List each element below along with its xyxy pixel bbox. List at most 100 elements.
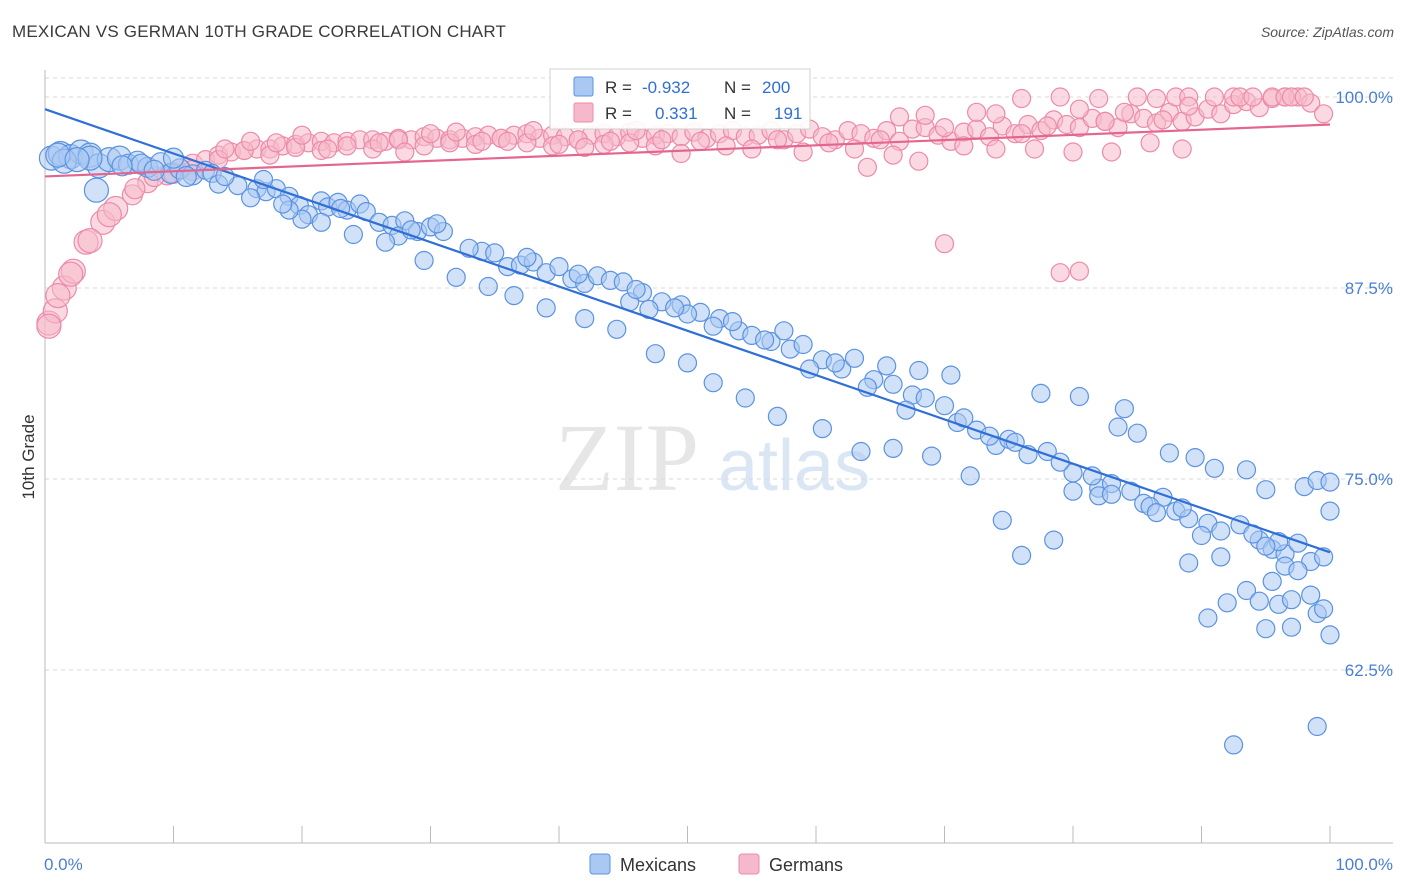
mexicans-point bbox=[241, 188, 261, 208]
germans-point bbox=[266, 133, 286, 153]
germans-point bbox=[575, 137, 595, 157]
mexicans-point bbox=[1313, 599, 1334, 619]
germans-point bbox=[954, 136, 974, 156]
gridlines bbox=[45, 77, 1393, 671]
germans-point bbox=[767, 130, 788, 150]
germans-point bbox=[395, 142, 415, 162]
mexicans-point bbox=[1320, 625, 1340, 645]
germans-point bbox=[498, 131, 518, 151]
legend-swatch-mexicans bbox=[573, 76, 594, 97]
mexicans-point bbox=[414, 250, 434, 271]
germans-point bbox=[472, 131, 492, 151]
y-tick-labels: 62.5% 75.0% 87.5% 100.0% bbox=[1335, 88, 1393, 680]
mexicans-point bbox=[979, 426, 1000, 446]
mexicans-point bbox=[960, 466, 980, 486]
germans-point bbox=[1243, 87, 1263, 107]
germans-point bbox=[215, 139, 235, 159]
mexicans-point bbox=[1108, 417, 1128, 437]
mexicans-point bbox=[1011, 545, 1032, 566]
mexicans-point bbox=[549, 257, 569, 277]
mexicans-point bbox=[921, 446, 942, 466]
mexicans-point bbox=[1288, 561, 1308, 581]
mexicans-point bbox=[1281, 590, 1302, 610]
mexicans-point bbox=[111, 155, 133, 177]
germans-point bbox=[124, 178, 146, 200]
mexicans-point bbox=[941, 365, 961, 385]
germans-point bbox=[1063, 142, 1083, 162]
mexicans-point bbox=[812, 419, 833, 439]
y-tick-label: 75.0% bbox=[1345, 470, 1393, 489]
germans-point bbox=[1313, 104, 1334, 124]
germans-point bbox=[889, 107, 910, 127]
germans-point bbox=[1172, 139, 1192, 159]
mexicans-point bbox=[915, 388, 935, 408]
mexicans-point bbox=[607, 319, 627, 339]
mexicans-point bbox=[677, 353, 698, 373]
mexicans-point bbox=[1236, 580, 1257, 601]
germans-point bbox=[819, 133, 839, 153]
germans-point bbox=[77, 228, 103, 254]
mexicans-point bbox=[1159, 443, 1180, 463]
mexicans-point bbox=[575, 309, 595, 329]
germans-point bbox=[600, 131, 621, 151]
y-tick-label: 100.0% bbox=[1335, 88, 1393, 107]
bottom-legend-label-mexicans: Mexicans bbox=[620, 855, 696, 875]
legend-r-label-1: R = bbox=[605, 78, 632, 97]
germans-point bbox=[986, 139, 1006, 159]
mexicans-point bbox=[1281, 617, 1302, 637]
mexicans-point bbox=[1217, 593, 1237, 613]
bottom-legend-swatch-germans bbox=[738, 853, 760, 875]
mexicans-point bbox=[626, 279, 646, 300]
germans-point bbox=[690, 131, 711, 151]
germans-point bbox=[966, 102, 987, 122]
germans-point bbox=[793, 142, 813, 162]
mexicans-point bbox=[1249, 591, 1269, 611]
source-label: Source: ZipAtlas.com bbox=[1260, 24, 1394, 40]
y-axis-label: 10th Grade bbox=[19, 414, 38, 499]
germans-point bbox=[1089, 88, 1109, 109]
germans-point bbox=[1146, 88, 1167, 109]
germans-point bbox=[915, 105, 935, 125]
germans-point bbox=[1037, 116, 1057, 136]
x-tick-label-max: 100.0% bbox=[1335, 855, 1393, 874]
mexicans-point bbox=[825, 353, 845, 373]
germans-point bbox=[1153, 110, 1173, 130]
germans-point bbox=[420, 124, 441, 144]
mexicans-point bbox=[1127, 423, 1147, 443]
mexicans-point bbox=[1256, 536, 1276, 556]
watermark-atlas: atlas bbox=[718, 426, 870, 506]
trendline-germans bbox=[44, 123, 1331, 178]
germans-point bbox=[1204, 87, 1225, 107]
germans-point bbox=[1050, 87, 1070, 107]
germans-point bbox=[1127, 87, 1147, 107]
mexicans-point bbox=[703, 373, 723, 393]
stats-legend-box: R = -0.932 N = 200 R = 0.331 N = 191 bbox=[549, 68, 811, 130]
mexicans-point bbox=[478, 276, 498, 297]
bottom-legend-label-germans: Germans bbox=[769, 855, 843, 875]
mexicans-point bbox=[536, 298, 556, 318]
trendline-mexicans bbox=[44, 108, 1331, 554]
mexicans-point bbox=[1101, 484, 1122, 504]
legend-r-value-1: -0.932 bbox=[642, 78, 690, 97]
germans-point bbox=[523, 121, 543, 141]
mexicans-point bbox=[793, 334, 813, 355]
mexicans-point bbox=[427, 214, 447, 234]
mexicans-point bbox=[774, 321, 794, 341]
mexicans-point bbox=[446, 267, 466, 287]
germans-point bbox=[883, 145, 903, 165]
x-axis-ticks bbox=[44, 826, 1331, 843]
germans-point bbox=[549, 134, 569, 154]
mexicans-point bbox=[883, 438, 903, 458]
mexicans-point bbox=[754, 330, 775, 350]
mexicans-point bbox=[877, 356, 897, 376]
mexicans-point bbox=[1031, 383, 1051, 403]
germans-point bbox=[716, 136, 736, 156]
legend-n-value-1: 200 bbox=[762, 78, 790, 97]
mexicans-point bbox=[1204, 458, 1225, 478]
legend-n-label-2: N = bbox=[724, 104, 751, 123]
germans-point bbox=[58, 261, 84, 287]
germans-point bbox=[1069, 99, 1090, 119]
mexicans-point bbox=[504, 286, 524, 306]
mexicans-point bbox=[909, 360, 929, 381]
